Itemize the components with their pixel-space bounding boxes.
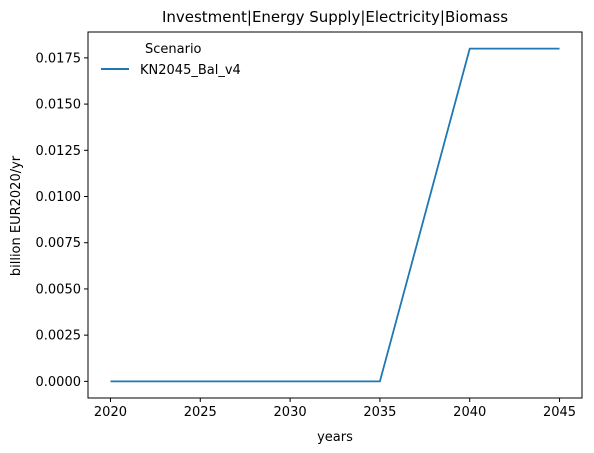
legend-entry-label: KN2045_Bal_v4 [140,63,241,78]
y-tick-label: 0.0075 [36,236,82,251]
y-tick-label: 0.0100 [36,190,82,205]
y-tick-label: 0.0150 [36,98,82,113]
x-tick-label: 2030 [274,405,307,420]
y-axis: 0.0000 0.0025 0.0050 0.0075 0.0100 0.0125 0.01… [36,51,88,390]
plot-frame [87,31,583,399]
x-tick-label: 2045 [543,405,576,420]
y-axis-title: billion EUR2020/yr [9,155,24,276]
series-line-0 [110,47,560,383]
x-tick-label: 2040 [453,405,486,420]
chart-title: Investment|Energy Supply|Electricity|Bio… [162,8,508,26]
x-tick-label: 2025 [184,405,217,420]
x-tick-label: 2020 [94,405,127,420]
y-tick-label: 0.0050 [36,282,82,297]
x-axis: 2020 2025 2030 2035 2040 2045 [94,398,576,420]
y-tick-label: 0.0000 [36,375,82,390]
x-tick-label: 2035 [363,405,396,420]
y-tick-label: 0.0175 [36,51,82,66]
legend: Scenario KN2045_Bal_v4 [101,42,241,78]
plot-marks [110,47,560,383]
x-axis-title: years [317,430,353,445]
y-tick-label: 0.0125 [36,144,82,159]
legend-title: Scenario [145,42,202,57]
y-tick-label: 0.0025 [36,329,82,344]
